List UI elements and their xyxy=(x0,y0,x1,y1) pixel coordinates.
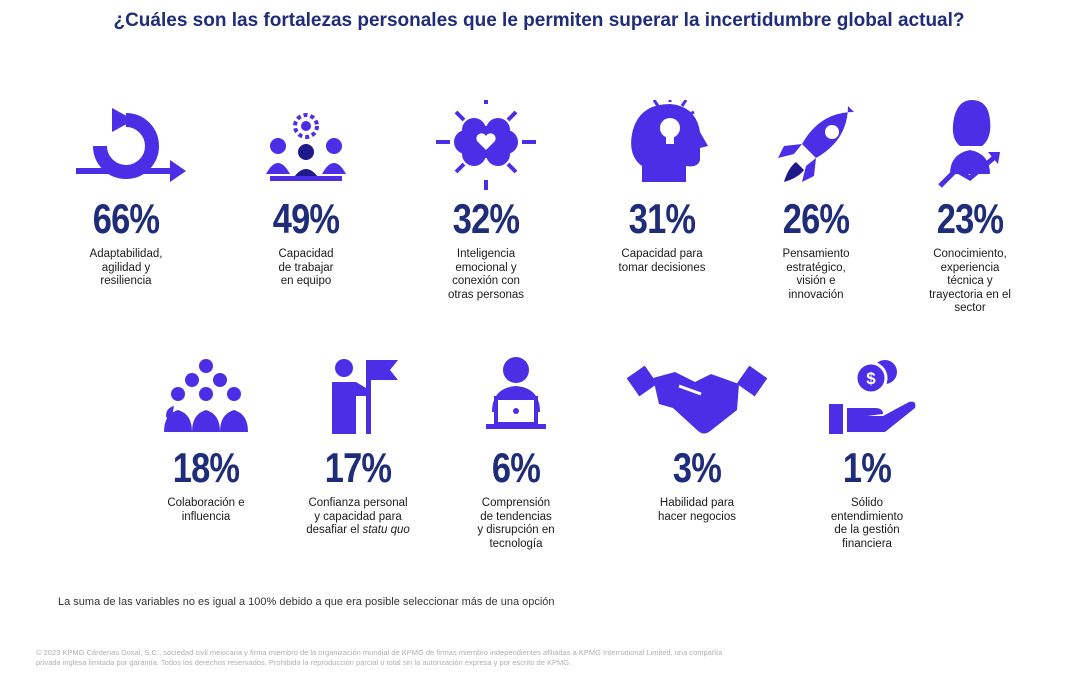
label-line: Pensamiento xyxy=(782,248,850,260)
stat-label: Sólido entendimiento de la gestión finan… xyxy=(787,497,947,551)
label-line: de la gestión xyxy=(834,524,900,536)
percent-value: 23% xyxy=(936,195,1004,242)
stat-label: Adaptabilidad, agilidad y resiliencia xyxy=(46,248,206,289)
label-line: trayectoria en el xyxy=(929,288,1011,301)
stat-label: Confianza personal y capacidad para desa… xyxy=(278,497,438,538)
label-line: resiliencia xyxy=(100,275,152,287)
label-text: desafiar el xyxy=(306,524,360,536)
stat-label: Pensamiento estratégico, visión e innova… xyxy=(736,248,896,302)
head-lightbulb-icon xyxy=(631,100,708,182)
label-line: y capacidad para xyxy=(314,510,402,523)
label-line: entendimiento xyxy=(830,510,904,523)
stat-label: Comprensión de tendencias y disrupción e… xyxy=(436,497,596,551)
stat-label: Inteligencia emocional y conexión con ot… xyxy=(406,248,566,302)
label-line: experiencia xyxy=(940,261,1000,274)
label-line: Capacidad xyxy=(278,248,334,260)
percent-value: 31% xyxy=(628,195,696,242)
heart-flower-icon xyxy=(436,100,536,190)
label-line: conexión con xyxy=(452,275,520,287)
label-line: Comprensión xyxy=(481,497,551,509)
copyright-text: © 2023 KPMG Cárdenas Dosal, S.C., socied… xyxy=(36,648,723,667)
label-line: Confianza personal xyxy=(308,497,408,509)
label-line: y disrupción en xyxy=(477,524,555,536)
percent-value: 49% xyxy=(272,195,340,242)
hand-coins-icon: $ xyxy=(829,360,916,434)
group-icon xyxy=(164,359,248,432)
woman-growth-icon xyxy=(938,100,1000,188)
stat-label: Capacidad para tomar decisiones xyxy=(582,248,742,275)
percent-value: 26% xyxy=(782,195,850,242)
label-line: tomar decisiones xyxy=(618,261,706,274)
label-line: Colaboración e xyxy=(167,497,245,509)
label-line: sector xyxy=(954,302,986,314)
label-line: desafiar el statu quo xyxy=(278,524,438,538)
stat-label: Colaboración e influencia xyxy=(126,497,286,524)
page-title: ¿Cuáles son las fortalezas personales qu… xyxy=(113,10,965,31)
label-line: Habilidad para xyxy=(659,497,735,509)
team-gear-icon xyxy=(266,113,346,181)
handshake-icon xyxy=(626,365,768,434)
label-line: Capacidad para xyxy=(621,248,703,260)
stat-label: Capacidad de trabajar en equipo xyxy=(226,248,386,289)
label-line: influencia xyxy=(181,510,231,523)
label-line: Inteligencia xyxy=(456,248,516,260)
svg-text:$: $ xyxy=(866,369,876,388)
percent-value: 6% xyxy=(491,444,541,491)
cycle-arrow-icon xyxy=(76,108,186,182)
label-line: visión e xyxy=(796,275,836,287)
label-line: de trabajar xyxy=(278,261,334,274)
label-line: Adaptabilidad, xyxy=(89,248,163,260)
percent-value: 66% xyxy=(92,195,160,242)
rocket-icon xyxy=(778,106,854,182)
label-line: tecnología xyxy=(489,537,543,550)
label-line: emocional y xyxy=(455,261,517,274)
footnote: La suma de las variables no es igual a 1… xyxy=(58,596,555,608)
label-line: estratégico, xyxy=(786,261,846,274)
label-line: Conocimiento, xyxy=(933,248,1007,260)
label-line: Sólido xyxy=(851,497,883,509)
percent-value: 17% xyxy=(324,444,392,491)
label-line: innovación xyxy=(788,288,844,301)
stat-label: Conocimiento, experiencia técnica y tray… xyxy=(890,248,1050,316)
percent-value: 3% xyxy=(672,444,722,491)
label-italic: statu quo xyxy=(362,524,410,536)
label-line: agilidad y xyxy=(101,261,151,274)
stat-label: Habilidad para hacer negocios xyxy=(617,497,777,524)
label-line: técnica y xyxy=(947,275,993,287)
label-line: hacer negocios xyxy=(658,510,736,523)
person-flag-icon xyxy=(332,359,398,434)
percent-value: 1% xyxy=(842,444,892,491)
label-line: en equipo xyxy=(280,275,332,287)
percent-value: 18% xyxy=(172,444,240,491)
label-line: financiera xyxy=(842,537,892,550)
percent-value: 32% xyxy=(452,195,520,242)
label-line: otras personas xyxy=(447,288,525,301)
laptop-user-icon xyxy=(486,357,546,429)
label-line: de tendencias xyxy=(480,510,552,523)
